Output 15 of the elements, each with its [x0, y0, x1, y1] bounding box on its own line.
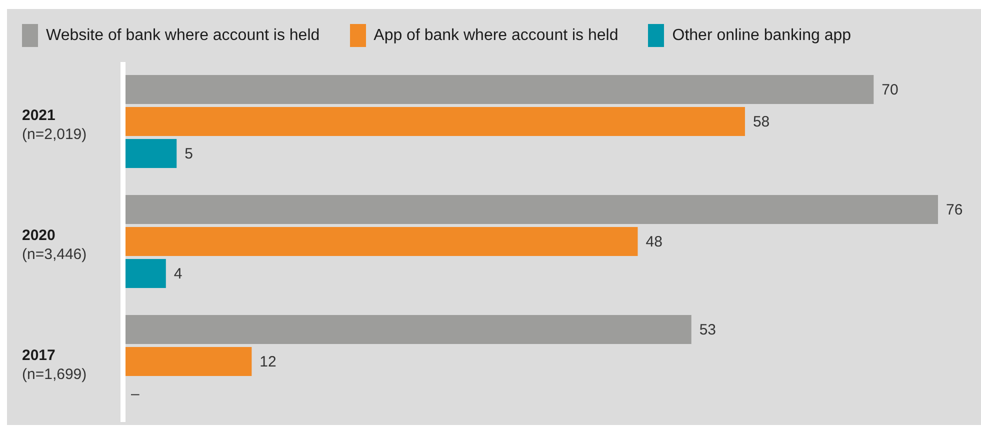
legend-label: App of bank where account is held: [374, 26, 618, 44]
y-tick-label: 2020 (n=3,446): [22, 227, 87, 263]
data-label: 12: [260, 354, 276, 370]
data-label: 58: [752, 114, 770, 130]
y-tick-label: 2017 (n=1,699): [22, 347, 87, 383]
y-tick-label: 2021 (n=2,019): [22, 107, 87, 143]
data-label: 48: [646, 234, 662, 250]
data-label: 5: [184, 146, 193, 162]
data-label: 70: [882, 82, 898, 98]
legend-label: Other online banking app: [672, 26, 852, 44]
data-label: 76: [946, 202, 963, 218]
text: –: [131, 386, 140, 402]
legend-label: Website of bank where account is held: [46, 26, 320, 44]
data-label: 4: [174, 266, 182, 282]
data-label: 53: [699, 322, 716, 338]
